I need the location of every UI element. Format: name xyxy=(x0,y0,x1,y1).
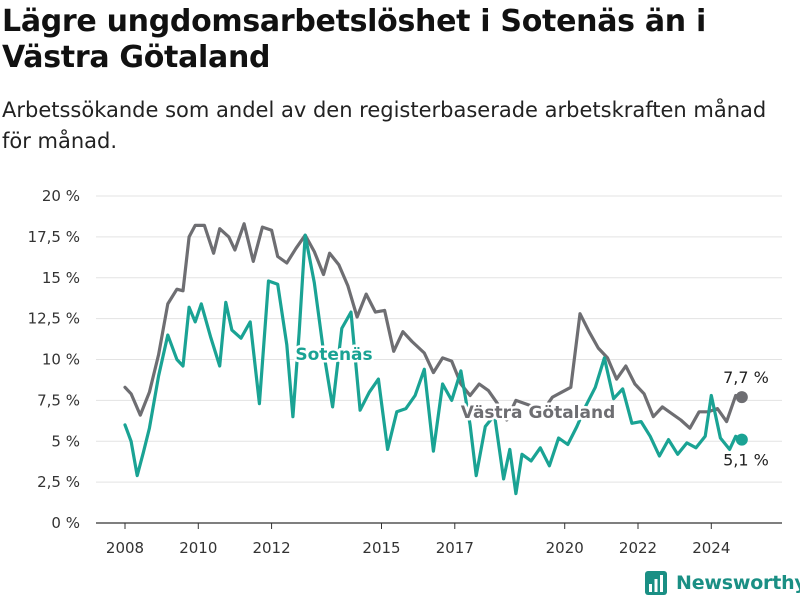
x-tick-label: 2010 xyxy=(179,539,217,557)
bar-chart-logo-icon xyxy=(645,571,667,595)
x-tick-label: 2017 xyxy=(436,539,474,557)
series-line-vastra-gotaland xyxy=(123,222,744,430)
y-tick-label: 5 % xyxy=(51,432,80,450)
y-tick-label: 17,5 % xyxy=(28,228,80,246)
labels: Västra Götaland Sotenäs 7,7 % 5,1 % xyxy=(293,343,769,470)
x-tick-label: 2015 xyxy=(362,539,400,557)
series xyxy=(123,222,748,496)
grid xyxy=(96,195,782,524)
series-label-sotenas: Sotenäs xyxy=(295,345,372,365)
axes: 0 % 2,5 % 5 % 7,5 % 10 % 12,5 % 15 % 17,5 % 20 %… xyxy=(28,187,731,557)
end-value-label-vastra-gotaland: 7,7 % xyxy=(723,368,769,387)
x-tick-label: 2024 xyxy=(692,539,730,557)
y-tick-label: 20 % xyxy=(42,187,80,205)
y-tick-label: 0 % xyxy=(51,514,80,532)
y-tick-label: 15 % xyxy=(42,269,80,287)
chart-title: Lägre ungdomsarbetslöshet i Sotenäs än i… xyxy=(2,4,706,75)
series-end-point xyxy=(735,433,748,446)
y-tick-label: 10 % xyxy=(42,351,80,369)
end-value-label-sotenas: 5,1 % xyxy=(723,451,769,470)
series-label-vastra-gotaland: Västra Götaland xyxy=(461,403,616,423)
series-end-point xyxy=(735,391,748,404)
y-tick-label: 7,5 % xyxy=(37,391,80,409)
x-tick-label: 2022 xyxy=(619,539,657,557)
brand-name: Newsworthy xyxy=(676,572,800,594)
series-line-sotenas xyxy=(123,233,744,496)
x-tick-label: 2012 xyxy=(252,539,290,557)
x-tick-label: 2020 xyxy=(546,539,584,557)
x-tick-label: 2008 xyxy=(106,539,144,557)
chart-subtitle: Arbetssökande som andel av den registerb… xyxy=(2,98,767,153)
y-tick-label: 2,5 % xyxy=(37,473,80,491)
brand-logo: Newsworthy xyxy=(644,570,800,596)
y-tick-label: 12,5 % xyxy=(28,310,80,328)
